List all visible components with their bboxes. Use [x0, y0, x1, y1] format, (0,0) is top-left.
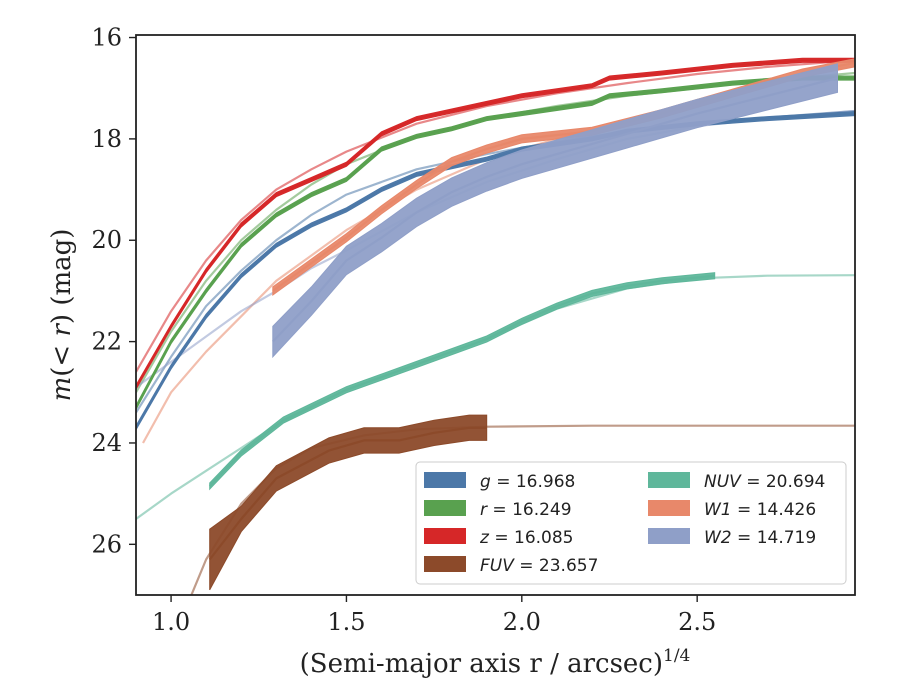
- x-tick-label: 1.0: [152, 608, 190, 636]
- legend-label-value: 16.968: [516, 472, 575, 492]
- data-curve-nuv: [208, 274, 715, 487]
- legend-label-var: z: [479, 528, 490, 548]
- x-axis-title-text: (Semi-major axis r / arcsec): [300, 649, 663, 679]
- series-layer: [136, 57, 855, 595]
- legend-label: W1 = 14.426: [704, 500, 816, 520]
- legend-frame: [415, 461, 847, 585]
- legend-label: z = 16.085: [479, 528, 573, 548]
- legend-swatch: [648, 500, 690, 516]
- y-tick-label: 18: [91, 125, 122, 153]
- legend-swatch: [424, 500, 466, 516]
- uncertainty-band-nuv: [209, 272, 716, 491]
- legend-item-fuv: FUV = 23.657: [424, 556, 598, 576]
- y-tick-label: 16: [91, 24, 122, 52]
- y-axis-title-m: m: [47, 377, 77, 402]
- legend-item-g: g = 16.968: [424, 472, 575, 492]
- y-axis-title-rest: ) (mag): [47, 229, 77, 325]
- legend-label-value: 20.694: [766, 472, 825, 492]
- legend-label: FUV = 23.657: [480, 556, 598, 576]
- uncertainty-band-r: [136, 75, 855, 410]
- data-curve-r: [136, 77, 855, 409]
- y-axis-title: m(< r) (mag): [47, 229, 77, 402]
- plot-frame: [135, 34, 856, 596]
- legend-swatch: [424, 556, 466, 572]
- legend-label: NUV = 20.694: [704, 472, 825, 492]
- legend-label-value: 14.719: [757, 528, 816, 548]
- legend-label-var: W2: [704, 528, 732, 548]
- legend-swatch: [424, 528, 466, 544]
- uncertainty-band-g: [136, 110, 855, 431]
- legend-label-value: 16.249: [512, 500, 571, 520]
- data-curve-w2: [272, 77, 838, 343]
- legend-label-eq: =: [732, 528, 757, 548]
- x-axis-title: (Semi-major axis r / arcsec)1/4: [300, 646, 691, 679]
- x-tick-label: 2.0: [503, 608, 541, 636]
- uncertainty-band-z: [136, 57, 855, 391]
- x-tick-label: 1.5: [327, 608, 365, 636]
- legend-swatch: [648, 528, 690, 544]
- x-tick-label: 2.5: [678, 608, 716, 636]
- legend-label-value: 14.426: [757, 500, 816, 520]
- legend-label-value: 16.085: [514, 528, 573, 548]
- y-axis-title-lt: <: [47, 345, 77, 367]
- legend-label-value: 23.657: [539, 556, 598, 576]
- data-curve-fuv: [208, 426, 487, 561]
- legend-label: r = 16.249: [480, 500, 572, 520]
- legend-label-eq: =: [487, 500, 512, 520]
- data-curve-z: [136, 59, 855, 388]
- legend-swatch: [648, 472, 690, 488]
- legend-item-nuv: NUV = 20.694: [648, 472, 825, 492]
- legend-label: g = 16.968: [480, 472, 575, 492]
- legend-label-eq: =: [732, 500, 757, 520]
- legend-label-var: FUV: [480, 556, 515, 576]
- legend-label-var: NUV: [704, 472, 742, 492]
- x-axis-title-exponent: 1/4: [663, 646, 690, 666]
- legend-item-w2: W2 = 14.719: [648, 528, 816, 548]
- legend: g = 16.968 r = 16.249 z = 16.085 FUV = 23.6…: [415, 461, 847, 585]
- x-axis: 1.0 1.5 2.0 2.5: [152, 595, 716, 636]
- uncertainty-band-w1: [272, 58, 855, 296]
- y-tick-label: 20: [91, 226, 122, 254]
- legend-swatch: [424, 472, 466, 488]
- legend-items: g = 16.968 r = 16.249 z = 16.085 FUV = 23.6…: [424, 472, 825, 576]
- y-axis-title-r: r: [47, 323, 77, 345]
- uncertainty-band-fuv: [209, 414, 488, 591]
- legend-label-eq: =: [489, 528, 514, 548]
- legend-item-w1: W1 = 14.426: [648, 500, 816, 520]
- y-tick-label: 22: [91, 328, 122, 356]
- legend-label-var: W1: [704, 500, 732, 520]
- y-tick-label: 26: [91, 530, 122, 558]
- legend-item-r: r = 16.249: [424, 500, 572, 520]
- y-axis-title-paren-open: (: [47, 367, 77, 377]
- y-axis: 16 18 20 22 24 26: [91, 24, 136, 558]
- legend-label: W2 = 14.719: [704, 528, 816, 548]
- legend-label-eq: =: [491, 472, 516, 492]
- legend-label-var: g: [480, 472, 491, 492]
- legend-label-var: r: [480, 500, 488, 520]
- model-curve-z: [136, 59, 855, 373]
- legend-label-eq: =: [741, 472, 766, 492]
- legend-item-z: z = 16.085: [424, 528, 573, 548]
- y-tick-label: 24: [91, 429, 122, 457]
- legend-label-eq: =: [514, 556, 539, 576]
